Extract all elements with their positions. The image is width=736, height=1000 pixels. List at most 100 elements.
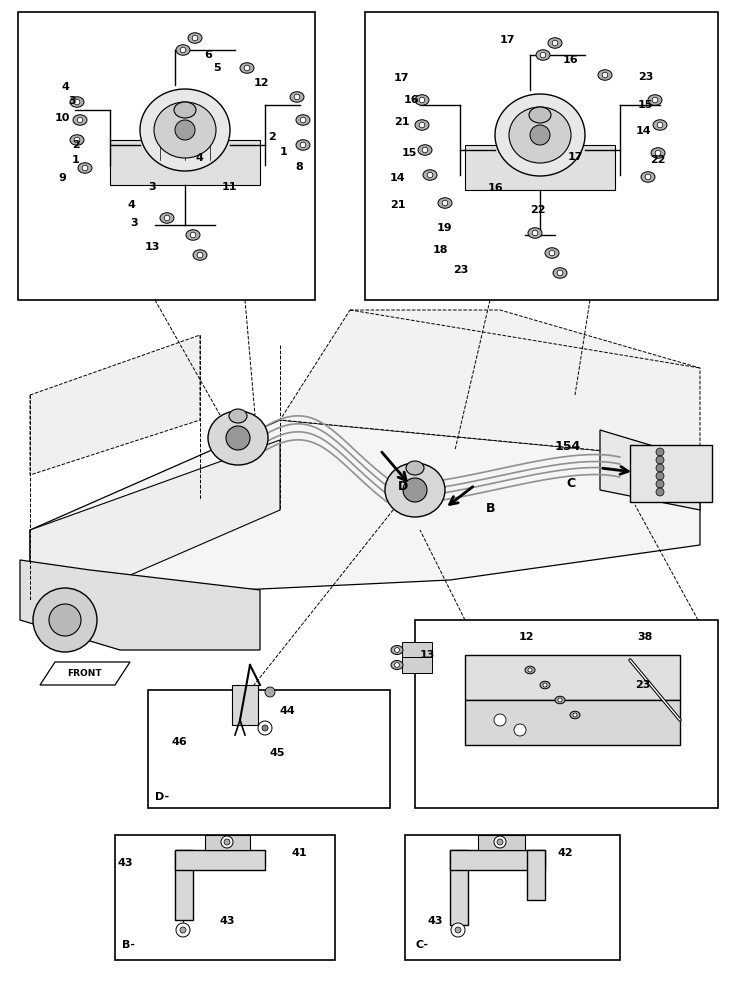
Circle shape — [451, 923, 465, 937]
Ellipse shape — [188, 33, 202, 43]
Text: B: B — [486, 502, 495, 515]
Circle shape — [258, 721, 272, 735]
Circle shape — [552, 40, 558, 46]
Ellipse shape — [651, 148, 665, 158]
Text: 1: 1 — [72, 155, 79, 165]
Text: C: C — [566, 477, 575, 490]
Polygon shape — [600, 430, 700, 510]
Ellipse shape — [193, 250, 207, 260]
Ellipse shape — [385, 463, 445, 517]
Polygon shape — [40, 662, 130, 685]
Text: 16: 16 — [488, 183, 503, 193]
Text: 16: 16 — [404, 95, 420, 105]
Ellipse shape — [229, 409, 247, 423]
Text: C-: C- — [415, 940, 428, 950]
Ellipse shape — [555, 696, 565, 704]
Text: 44: 44 — [280, 706, 296, 716]
Text: 15: 15 — [638, 100, 654, 110]
Circle shape — [557, 270, 563, 276]
Bar — [148, 690, 390, 808]
Circle shape — [656, 480, 664, 488]
Circle shape — [403, 478, 427, 502]
Circle shape — [49, 604, 81, 636]
Circle shape — [532, 230, 538, 236]
Ellipse shape — [391, 646, 403, 654]
Text: 21: 21 — [394, 117, 409, 127]
Ellipse shape — [653, 120, 667, 130]
Ellipse shape — [423, 170, 437, 180]
Circle shape — [494, 714, 506, 726]
Circle shape — [427, 172, 433, 178]
Bar — [465, 145, 615, 190]
Bar — [465, 655, 680, 700]
Circle shape — [455, 927, 461, 933]
Bar — [478, 835, 525, 850]
Circle shape — [294, 94, 300, 100]
Circle shape — [74, 137, 79, 143]
Circle shape — [221, 836, 233, 848]
Ellipse shape — [296, 140, 310, 150]
Ellipse shape — [415, 120, 429, 130]
Ellipse shape — [140, 89, 230, 171]
Circle shape — [192, 35, 198, 41]
Circle shape — [497, 839, 503, 845]
Bar — [18, 12, 315, 300]
Circle shape — [656, 456, 664, 464]
Text: 14: 14 — [636, 126, 651, 136]
Ellipse shape — [641, 172, 655, 182]
Ellipse shape — [174, 102, 196, 118]
Circle shape — [265, 687, 275, 697]
Circle shape — [528, 668, 532, 672]
Circle shape — [77, 117, 82, 123]
Bar — [365, 12, 718, 300]
Text: 10: 10 — [55, 113, 71, 123]
Bar — [630, 445, 712, 502]
Circle shape — [300, 117, 305, 123]
Circle shape — [197, 252, 203, 258]
Ellipse shape — [648, 95, 662, 105]
Circle shape — [394, 648, 400, 652]
Circle shape — [300, 142, 305, 148]
Circle shape — [262, 725, 268, 731]
Text: 13: 13 — [420, 650, 436, 660]
Text: 4: 4 — [195, 153, 203, 163]
Circle shape — [655, 150, 661, 156]
Bar — [205, 835, 250, 850]
Circle shape — [82, 165, 88, 171]
Bar — [175, 850, 193, 920]
Ellipse shape — [406, 461, 424, 475]
Bar — [232, 685, 258, 725]
Text: 17: 17 — [500, 35, 515, 45]
Ellipse shape — [296, 115, 310, 125]
Text: 19: 19 — [437, 223, 453, 233]
Circle shape — [540, 52, 546, 58]
Circle shape — [74, 99, 79, 105]
Text: 23: 23 — [453, 265, 468, 275]
Text: 15: 15 — [402, 148, 417, 158]
Ellipse shape — [208, 411, 268, 465]
Circle shape — [645, 174, 651, 180]
Circle shape — [180, 47, 185, 53]
Circle shape — [224, 839, 230, 845]
Ellipse shape — [509, 107, 571, 163]
Ellipse shape — [548, 38, 562, 48]
Text: 23: 23 — [638, 72, 654, 82]
Text: 9: 9 — [58, 173, 66, 183]
Circle shape — [394, 663, 400, 667]
Text: 43: 43 — [220, 916, 236, 926]
Text: 17: 17 — [568, 152, 584, 162]
Circle shape — [530, 125, 550, 145]
Circle shape — [656, 464, 664, 472]
Ellipse shape — [154, 102, 216, 158]
Ellipse shape — [536, 50, 550, 60]
Circle shape — [494, 836, 506, 848]
Bar — [527, 850, 545, 900]
Text: 6: 6 — [204, 50, 212, 60]
Circle shape — [33, 588, 97, 652]
Circle shape — [164, 215, 170, 221]
Text: 11: 11 — [222, 182, 238, 192]
Circle shape — [190, 232, 196, 238]
Text: 154: 154 — [555, 440, 581, 453]
Circle shape — [656, 472, 664, 480]
Ellipse shape — [176, 45, 190, 55]
